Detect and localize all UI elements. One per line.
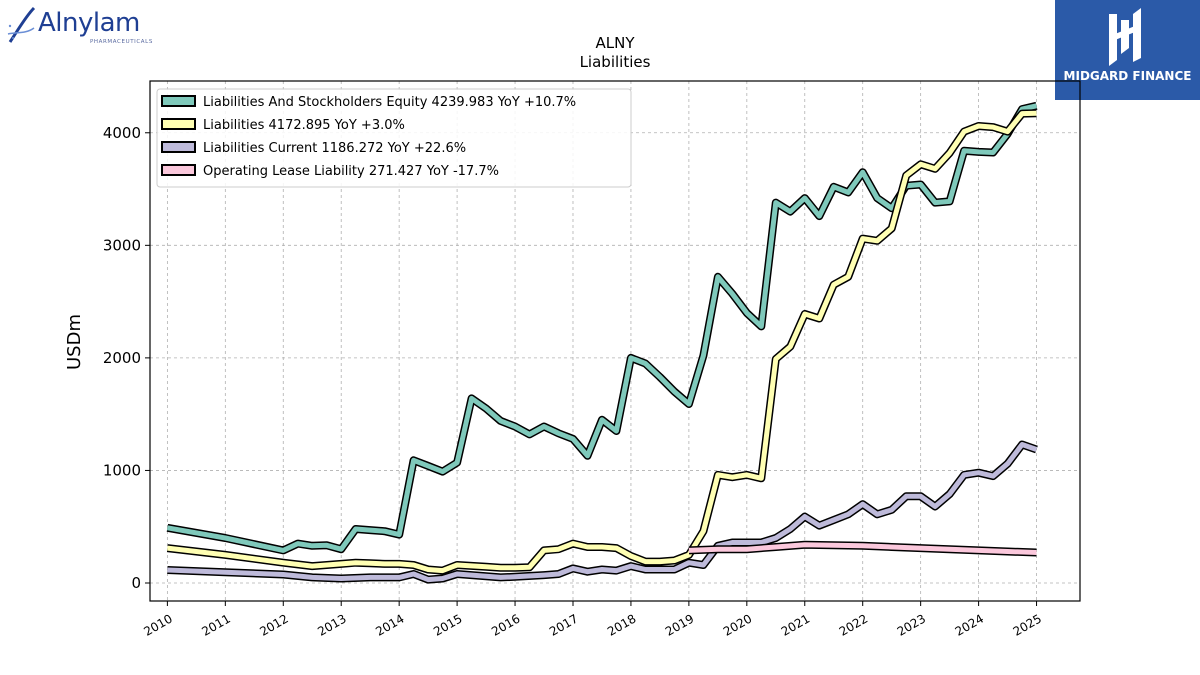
x-tick-label: 2010 bbox=[141, 611, 174, 638]
legend-swatch bbox=[161, 141, 196, 153]
x-tick-label: 2015 bbox=[431, 611, 464, 638]
series-line bbox=[688, 542, 1037, 555]
alnylam-swoosh-icon bbox=[7, 6, 36, 43]
x-tick-label: 2014 bbox=[373, 611, 406, 638]
x-tick-label: 2021 bbox=[779, 611, 812, 638]
alnylam-logo-subtext: PHARMACEUTICALS bbox=[90, 39, 153, 45]
series-line bbox=[167, 442, 1038, 583]
legend-label: Liabilities And Stockholders Equity 4239… bbox=[203, 95, 576, 110]
x-tick-label: 2018 bbox=[605, 611, 638, 638]
x-tick-label: 2017 bbox=[547, 611, 580, 638]
legend: Liabilities And Stockholders Equity 4239… bbox=[156, 88, 632, 188]
x-tick-label: 2011 bbox=[199, 611, 232, 638]
plot-frame bbox=[149, 80, 1081, 602]
y-axis-label: USDm bbox=[64, 314, 85, 370]
x-tick-label: 2019 bbox=[663, 611, 696, 638]
midgard-finance-logo: MIDGARD FINANCE bbox=[1055, 0, 1200, 100]
legend-label: Operating Lease Liability 271.427 YoY -1… bbox=[203, 164, 499, 179]
y-tick-label: 1000 bbox=[103, 461, 141, 479]
alnylam-logo: Alnylam PHARMACEUTICALS bbox=[4, 4, 164, 48]
y-tick-label: 3000 bbox=[103, 236, 141, 254]
x-tick-label: 2023 bbox=[895, 611, 928, 638]
midgard-emblem-icon bbox=[1109, 8, 1141, 66]
legend-swatch bbox=[161, 95, 196, 107]
series-layer bbox=[166, 101, 1038, 584]
x-tick-label: 2016 bbox=[489, 611, 522, 638]
x-tick-label: 2024 bbox=[953, 611, 986, 638]
chart-subtitle: Liabilities bbox=[580, 53, 651, 71]
chart-title: ALNY bbox=[595, 34, 635, 52]
series-outline bbox=[167, 440, 1038, 584]
alnylam-logo-text: Alnylam bbox=[38, 8, 140, 38]
x-tick-label: 2013 bbox=[315, 611, 348, 638]
legend-label: Liabilities Current 1186.272 YoY +22.6% bbox=[203, 141, 466, 156]
x-tick-label: 2020 bbox=[721, 611, 754, 638]
legend-label: Liabilities 4172.895 YoY +3.0% bbox=[203, 118, 405, 133]
y-tick-label: 2000 bbox=[103, 349, 141, 367]
y-tick-label: 4000 bbox=[103, 124, 141, 142]
x-tick-label: 2022 bbox=[837, 611, 870, 638]
legend-swatch bbox=[161, 164, 196, 176]
midgard-finance-logo-text: MIDGARD FINANCE bbox=[1063, 69, 1192, 83]
legend-box bbox=[156, 88, 632, 188]
y-tick-label: 0 bbox=[131, 574, 141, 592]
legend-swatch bbox=[161, 118, 196, 130]
series-line bbox=[167, 110, 1037, 574]
x-tick-label: 2012 bbox=[257, 611, 290, 638]
x-tick-label: 2025 bbox=[1011, 611, 1044, 638]
